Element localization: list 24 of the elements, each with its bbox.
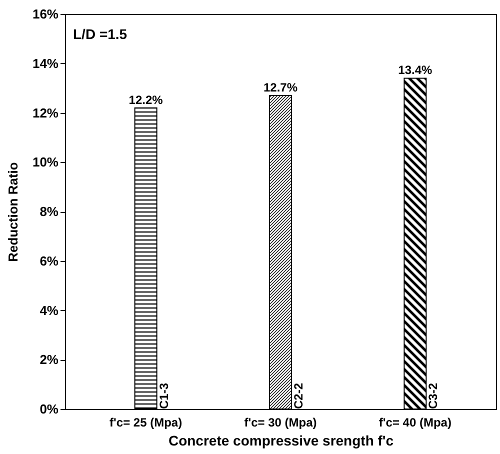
annotation: C1-3 <box>156 382 171 409</box>
annotation: C3-2 <box>426 382 440 409</box>
y-tick-label: 2% <box>40 352 59 368</box>
x-axis-title: Concrete compressive srength f'c <box>168 432 394 448</box>
bar <box>269 94 292 410</box>
y-tick-label: 8% <box>40 204 59 219</box>
y-tick-label: 0% <box>40 402 59 416</box>
y-axis-title: Reduction Ratio <box>5 162 20 262</box>
bar <box>404 78 427 410</box>
y-tick-label: 10% <box>32 154 59 170</box>
y-tick-label: 14% <box>32 56 59 71</box>
x-tick-label: f'c= 40 (Mpa) <box>378 416 452 430</box>
annotation: L/D =1.5 <box>73 26 128 42</box>
data-label: 12.2% <box>128 92 164 107</box>
bar <box>134 107 158 410</box>
y-tick-label: 4% <box>40 302 59 318</box>
data-label: 12.7% <box>263 80 298 94</box>
y-tick-label: 16% <box>32 6 59 22</box>
annotation: C2-2 <box>292 382 306 409</box>
x-tick-label: f'c= 25 (Mpa) <box>110 416 182 430</box>
y-tick-label: 6% <box>40 253 59 268</box>
data-label: 13.4% <box>398 63 433 78</box>
y-tick-label: 12% <box>32 105 59 120</box>
x-tick-label: f'c= 30 (Mpa) <box>244 416 317 430</box>
